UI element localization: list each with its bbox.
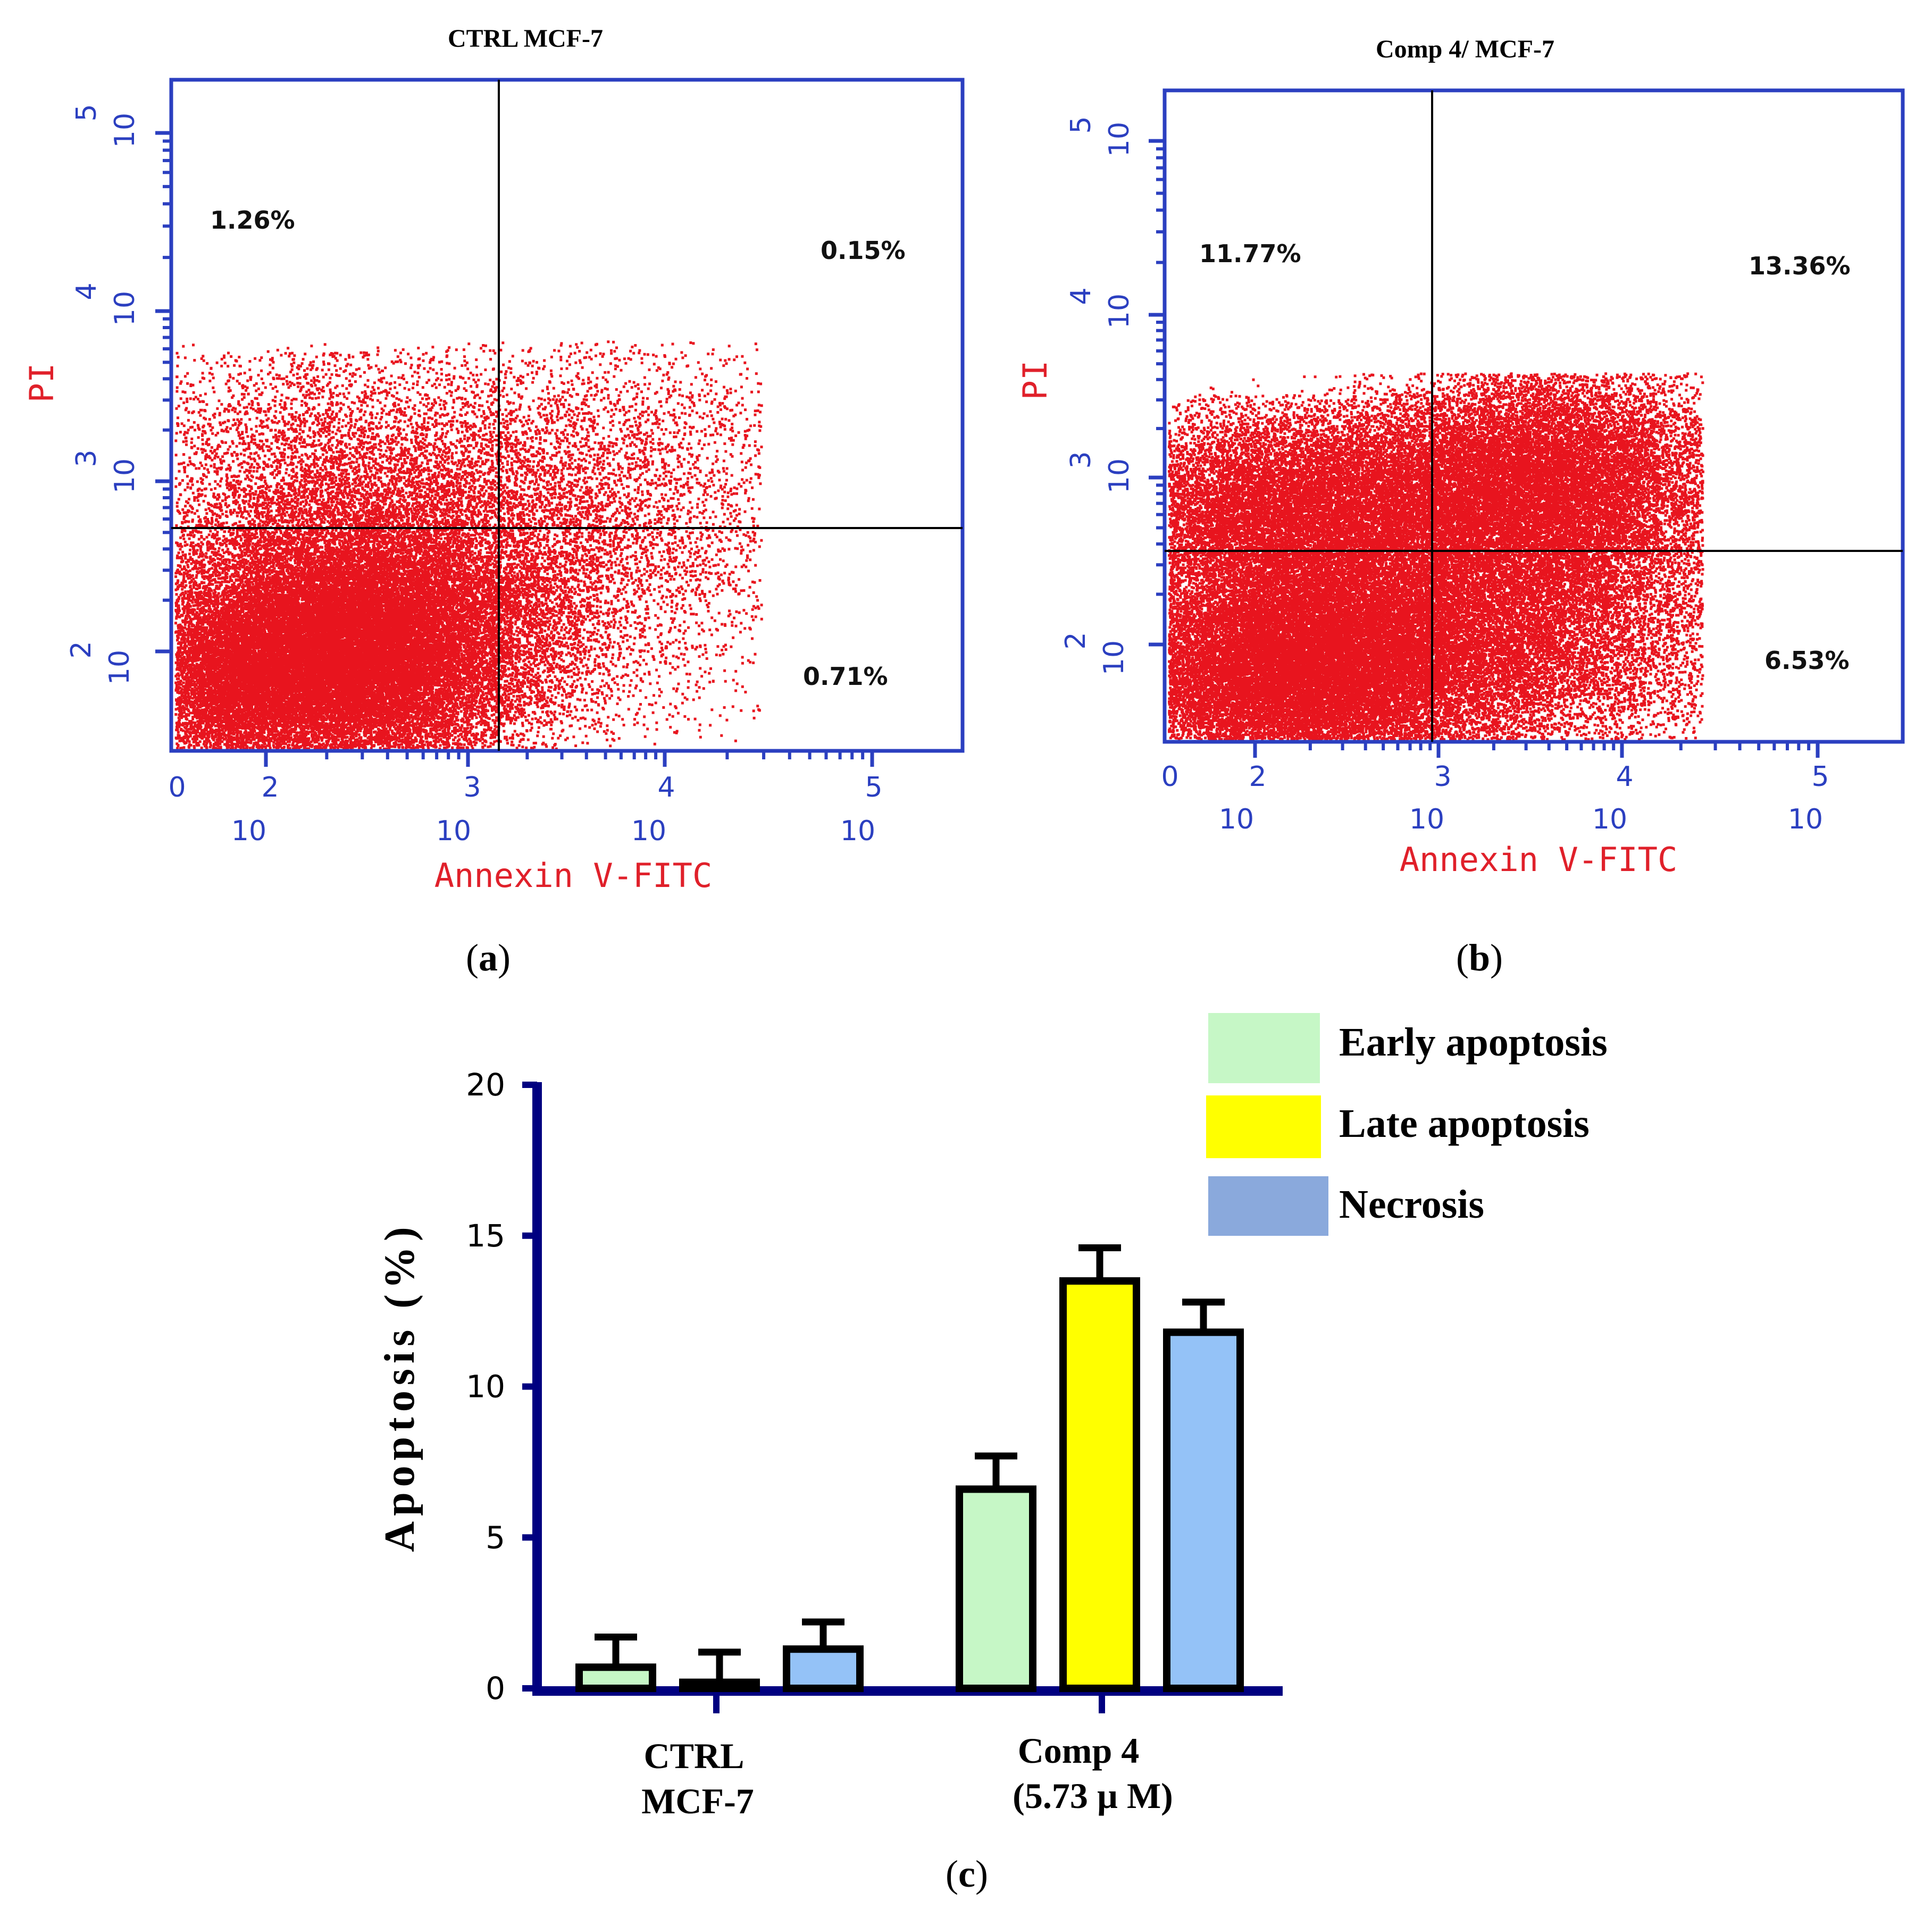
- quadrant-ul-a: 1.26%: [210, 206, 295, 235]
- y-tick-exp-a-2: 2: [65, 641, 97, 658]
- x-tick-base-b-3: 10: [1592, 803, 1627, 835]
- y-tick-base-b-3: 10: [1103, 458, 1135, 493]
- y-tick-base-a-5: 10: [109, 113, 141, 148]
- legend-swatch-early: [1208, 1013, 1320, 1083]
- bar-category-ctrl-line2: MCF-7: [641, 1781, 754, 1821]
- x-tick-exp-b-3: 4: [1616, 761, 1633, 793]
- bar-early-apoptosis-1: [956, 1485, 1036, 1692]
- y-tick-exp-b-3: 3: [1065, 451, 1097, 468]
- bar-y-tick-label: 10: [466, 1369, 505, 1405]
- x-tick-exp-a-0: 0: [168, 772, 186, 803]
- scatter-dots-b: [1168, 372, 1704, 741]
- bar-early-apoptosis-0: [575, 1663, 656, 1692]
- bar-y-tick-label: 20: [466, 1067, 505, 1103]
- x-tick-base-a-1: 10: [231, 815, 266, 847]
- scatter-dot-cloud: [1168, 372, 1704, 741]
- y-axis-label-a: PI: [22, 363, 61, 403]
- bar-necrosis-0: [783, 1645, 864, 1693]
- x-tick-base-a-3: 10: [631, 815, 666, 847]
- x-minor-ticks-a: [264, 751, 874, 767]
- bar-late-apoptosis-0: [679, 1678, 760, 1692]
- x-tick-base-b-1: 10: [1219, 803, 1254, 835]
- y-axis-label-b: PI: [1016, 361, 1055, 400]
- y-tick-base-a-2: 10: [104, 650, 136, 685]
- quadrant-lr-b: 6.53%: [1764, 646, 1850, 675]
- x-tick-exp-a-1: 2: [261, 772, 279, 803]
- panel-caption-b: (b): [1456, 936, 1503, 979]
- plot-frame-b: [1162, 88, 1905, 744]
- x-tick-exp-a-4: 5: [865, 772, 882, 803]
- quadrant-lr-a: 0.71%: [803, 662, 888, 691]
- x-tick-exp-b-4: 5: [1811, 761, 1829, 793]
- x-tick-base-b-4: 10: [1788, 803, 1823, 835]
- panel-caption-c: (c): [946, 1853, 988, 1895]
- flow-plot-b: Comp 4/ MCF-7 11.77% 13.36% 6.53% 0 2 3 …: [1016, 35, 1905, 979]
- legend-label-necrosis: Necrosis: [1339, 1182, 1484, 1227]
- plot-title-b: Comp 4/ MCF-7: [1376, 35, 1554, 63]
- legend-swatch-late: [1206, 1095, 1321, 1158]
- x-tick-base-a-2: 10: [436, 815, 471, 847]
- x-tick-exp-a-3: 4: [657, 772, 675, 803]
- y-tick-exp-a-5: 5: [71, 104, 103, 121]
- x-tick-exp-b-2: 3: [1434, 761, 1451, 793]
- bars: [575, 1244, 1244, 1693]
- y-tick-base-a-4: 10: [109, 291, 141, 326]
- flow-plot-a: CTRL MCF-7 1.26% 0.15% 0.71% 0 2 3 4 5 1…: [22, 24, 965, 979]
- bar-y-tick-label: 5: [486, 1519, 505, 1555]
- bar-y-tick-label: 0: [486, 1670, 505, 1706]
- bar-category-comp4-line1: Comp 4: [1018, 1730, 1140, 1771]
- quadrant-ur-a: 0.15%: [821, 236, 906, 265]
- plot-title-a: CTRL MCF-7: [448, 24, 603, 53]
- panel-caption-a: (a): [466, 936, 511, 979]
- bar-necrosis-1: [1163, 1328, 1244, 1693]
- y-tick-exp-b-4: 4: [1065, 287, 1097, 305]
- x-tick-exp-a-2: 3: [463, 772, 481, 803]
- bar-y-tick-label: 15: [466, 1218, 505, 1254]
- x-tick-exp-b-1: 2: [1249, 761, 1266, 793]
- x-tick-exp-b-0: 0: [1161, 761, 1178, 793]
- y-tick-base-b-5: 10: [1103, 122, 1135, 157]
- y-tick-exp-a-3: 3: [71, 449, 103, 467]
- y-tick-exp-b-2: 2: [1060, 632, 1092, 649]
- quadrant-ul-b: 11.77%: [1199, 239, 1301, 268]
- x-tick-base-b-2: 10: [1409, 803, 1444, 835]
- quadrant-ur-b: 13.36%: [1749, 252, 1851, 280]
- x-axis-label-a: Annexin V-FITC: [434, 856, 713, 895]
- plot-frame-a: [169, 78, 965, 753]
- y-minor-ticks-a: [155, 131, 171, 654]
- y-tick-base-b-2: 10: [1098, 640, 1130, 675]
- bar-late-apoptosis-1: [1059, 1277, 1140, 1692]
- scatter-dots-a: [174, 340, 763, 750]
- x-minor-ticks-b: [1253, 742, 1820, 758]
- legend-label-late: Late apoptosis: [1339, 1101, 1590, 1146]
- scatter-dot-cloud: [174, 340, 763, 750]
- y-tick-base-b-4: 10: [1103, 294, 1135, 329]
- y-tick-exp-b-5: 5: [1065, 116, 1097, 133]
- y-minor-ticks-b: [1149, 139, 1165, 647]
- x-axis-label-b: Annexin V-FITC: [1400, 840, 1678, 879]
- bar-y-axis-label: Apoptosis (%): [377, 1221, 423, 1552]
- y-tick-exp-a-4: 4: [71, 282, 103, 300]
- bar-category-ctrl-line1: CTRL: [644, 1736, 745, 1776]
- bar-y-ticks: 0 5 10 15 20: [466, 1067, 537, 1706]
- x-tick-base-a-4: 10: [840, 815, 875, 847]
- legend-label-early: Early apoptosis: [1339, 1020, 1608, 1065]
- bar-chart-c: 0 5 10 15 20 Apoptosis (%) CTRL MCF-7 Comp 4…: [377, 1013, 1608, 1895]
- y-tick-base-a-3: 10: [109, 458, 141, 493]
- bar-category-comp4-line2: (5.73 µ M): [1013, 1776, 1173, 1816]
- legend-swatch-necrosis: [1208, 1176, 1328, 1236]
